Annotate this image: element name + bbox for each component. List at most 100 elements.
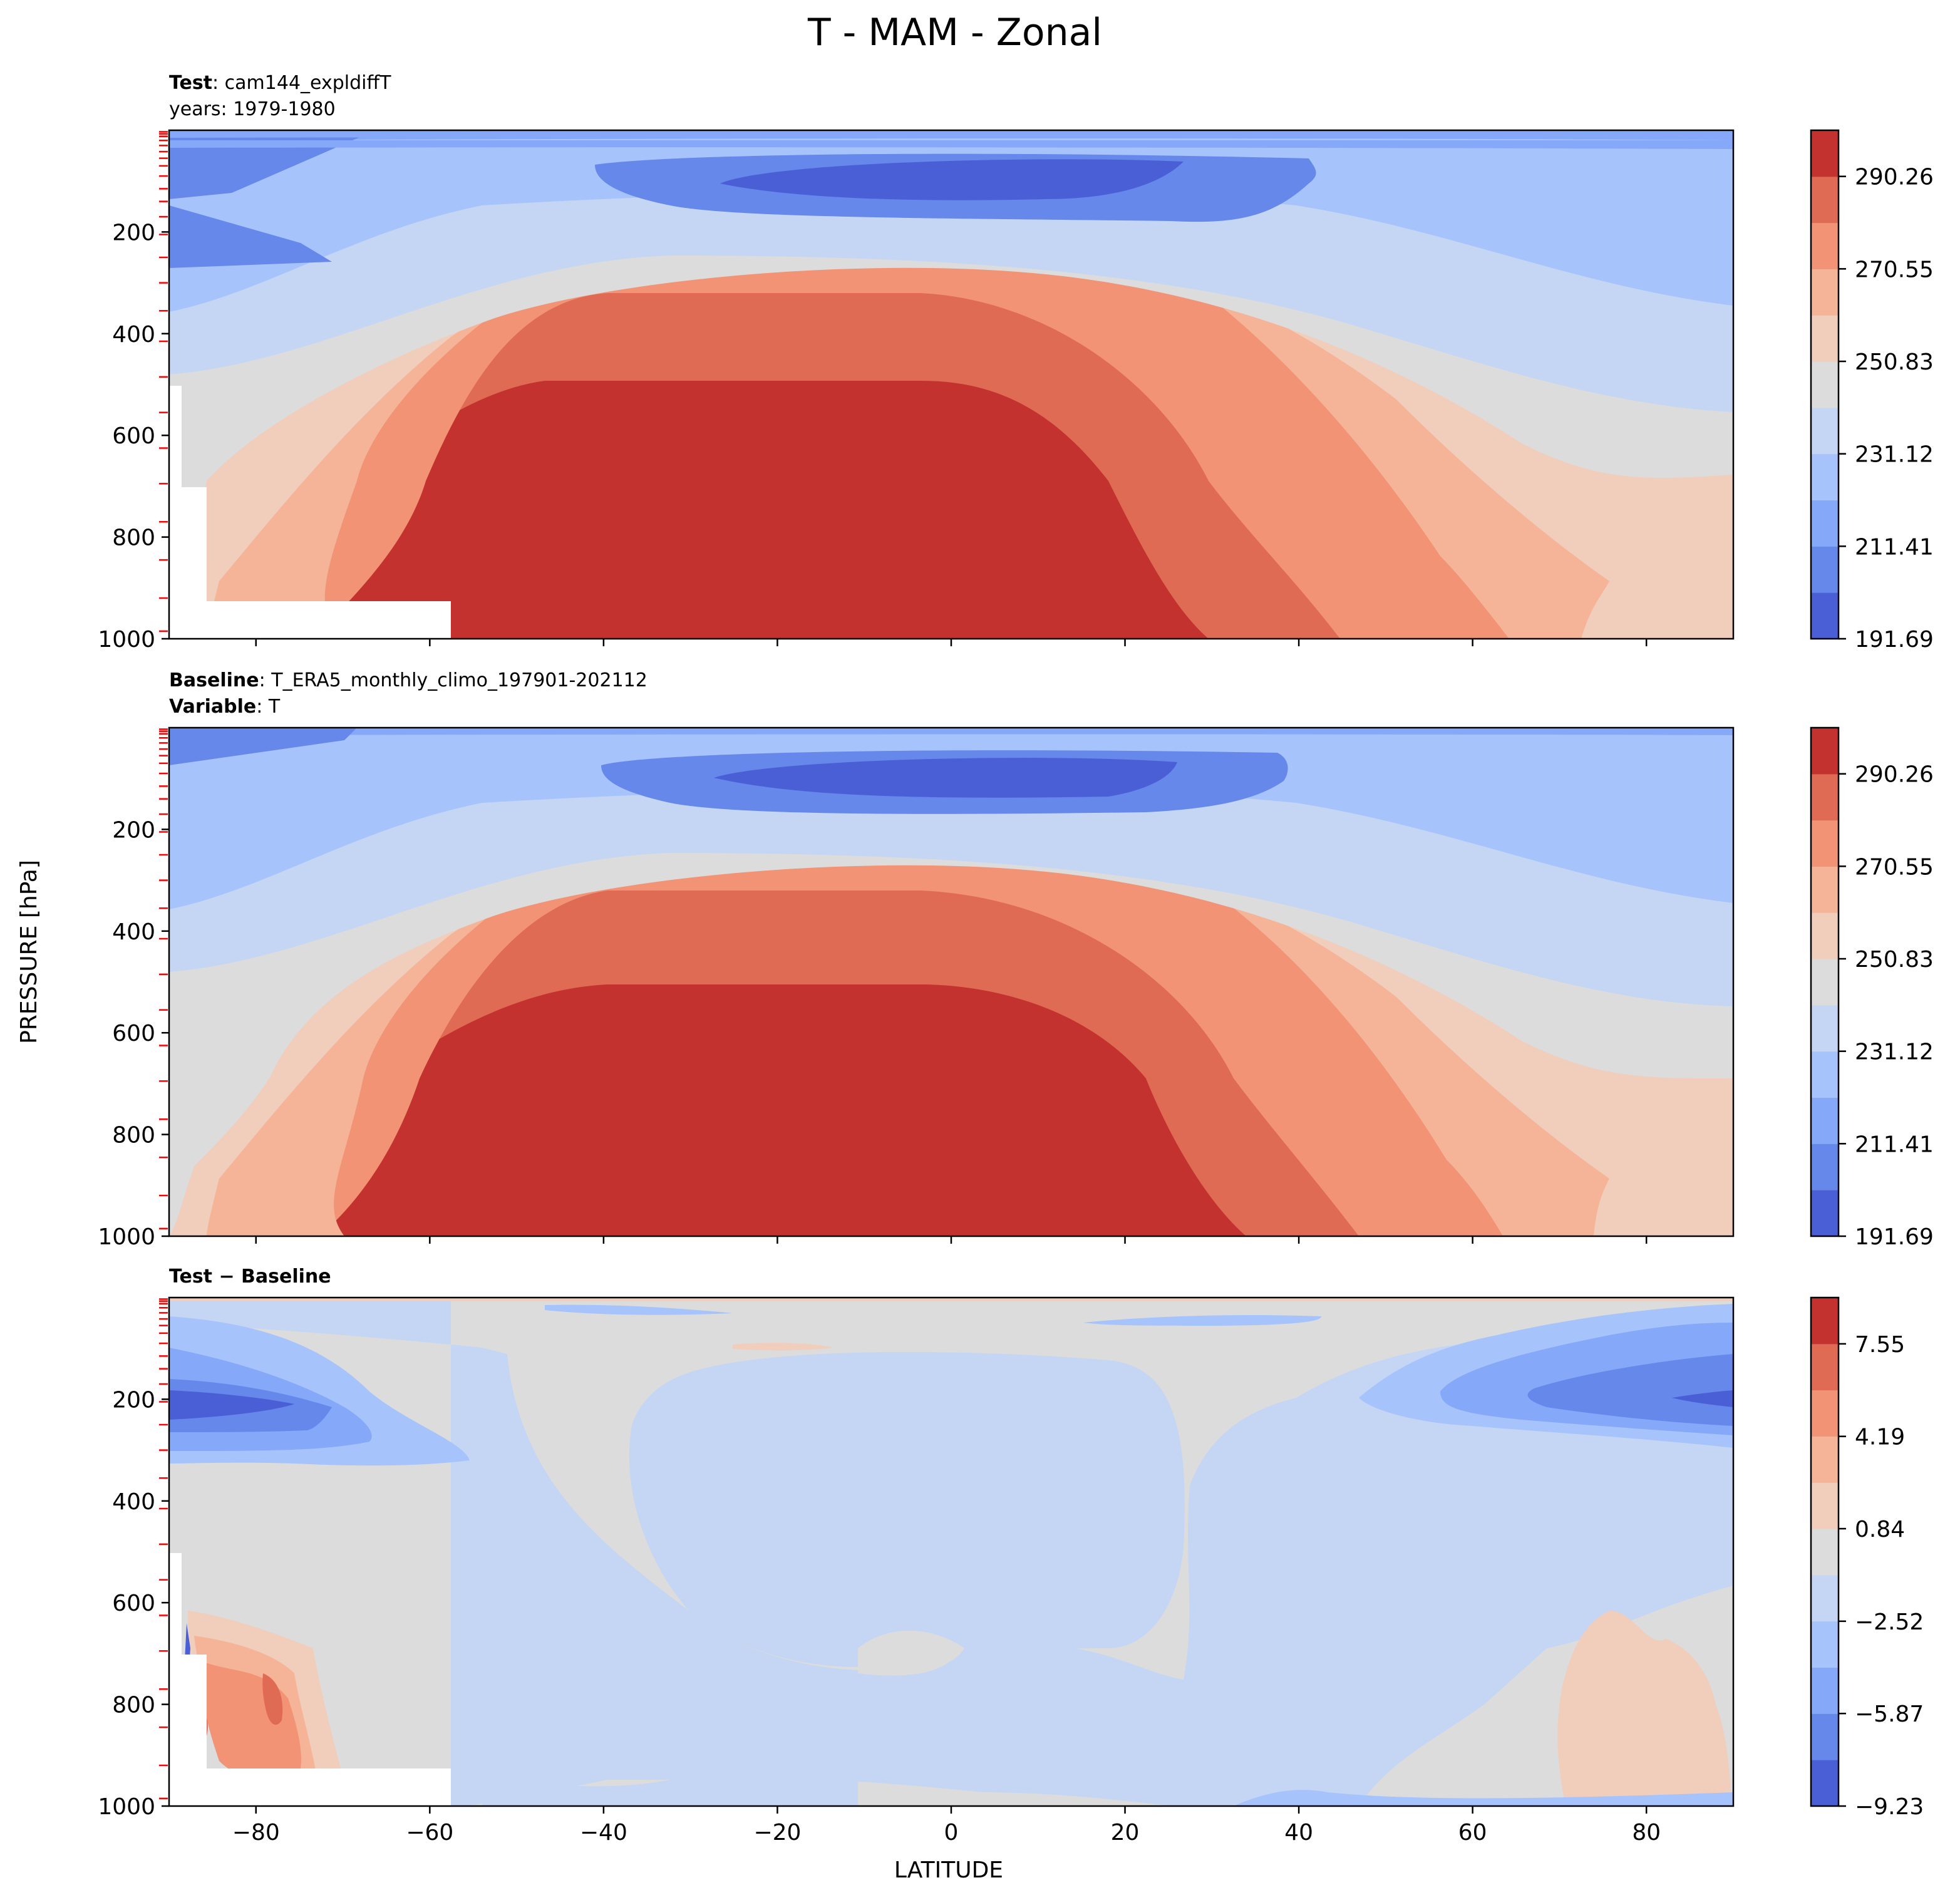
colorbar-test-level-10 — [1811, 130, 1839, 177]
band-11 — [169, 140, 1733, 149]
colorbar-diff-tick-label-0: −9.23 — [1855, 1794, 1924, 1820]
xticks-baseline — [255, 1236, 1648, 1244]
panel-baseline-title-bold: Baseline — [169, 669, 259, 691]
band-neg-stronger-right — [1527, 1354, 1733, 1426]
band-8 — [169, 130, 1733, 312]
colorbar-diff-level-10 — [1811, 1298, 1839, 1345]
panel-diff-title: Test − Baseline — [169, 1266, 331, 1288]
colorbar-baseline-level-5 — [1811, 959, 1839, 1006]
colorbar-test-level-0 — [1811, 592, 1839, 639]
colorbar-baseline-level-3 — [1811, 1051, 1839, 1098]
colorbar-test-tick-label-3: 250.83 — [1855, 349, 1934, 375]
colorbar-test-level-3 — [1811, 453, 1839, 501]
xtick-label-5: 20 — [1111, 1820, 1140, 1846]
xticklabels-diff: −80 −60 −40 −20 0 20 40 60 80 — [232, 1820, 1661, 1846]
panel-test-title: Test: cam144_expldiffT — [169, 72, 391, 94]
plot-area-baseline — [169, 728, 1733, 1236]
colorbar-diff-level-1 — [1811, 1713, 1839, 1760]
redticks-test — [159, 131, 168, 632]
yticks-diff: 200 400 600 800 1000 — [98, 1387, 169, 1820]
colorbar-baseline-level-1 — [1811, 1144, 1839, 1190]
colorbar-baseline-level-4 — [1811, 1004, 1839, 1052]
colorbar-test-level-8 — [1811, 222, 1839, 269]
colorbar-test-level-5 — [1811, 361, 1839, 408]
colorbar-diff-level-5 — [1811, 1529, 1839, 1576]
figure-title: T - MAM - Zonal — [807, 11, 1102, 54]
panel-baseline-title: Baseline: T_ERA5_monthly_climo_197901-20… — [169, 669, 647, 691]
band-13 — [720, 159, 1184, 200]
xtick-label-7: 60 — [1458, 1820, 1487, 1846]
yticks-test: 200 400 600 800 1000 — [98, 220, 169, 653]
colorbar-diff-level-3 — [1811, 1621, 1839, 1668]
panel-test-title-rest: : cam144_expldiffT — [212, 72, 391, 94]
colorbar-test-frame — [1810, 129, 1840, 640]
colorbar-test — [1811, 130, 1839, 639]
colorbar-test-level-4 — [1811, 407, 1839, 455]
ytick-label-test-4: 1000 — [98, 627, 155, 653]
ytick-label-diff-0: 200 — [112, 1387, 155, 1413]
colorbar-test-tick-label-5: 290.26 — [1855, 165, 1934, 190]
panel-test: Test: cam144_expldiffT years: 1979-1980 … — [98, 72, 1934, 653]
shared-xlabel: LATITUDE — [894, 1857, 1003, 1883]
xticks-diff — [255, 1806, 1648, 1814]
masked-terrain — [169, 386, 451, 639]
colorbar-baseline-level-2 — [1811, 1097, 1839, 1144]
ytick-label-test-2: 600 — [112, 423, 155, 449]
colorbar-diff-level-2 — [1811, 1667, 1839, 1714]
redticks-diff — [159, 1298, 168, 1800]
colorbar-baseline-frame — [1810, 726, 1840, 1237]
xtick-label-1: −60 — [406, 1820, 453, 1846]
band-neg-light-2 — [629, 1351, 1185, 1667]
panel-baseline-variable-bold: Variable — [169, 696, 256, 718]
colorbar-diff-tick-label-3: 0.84 — [1855, 1517, 1905, 1542]
xtick-label-8: 80 — [1632, 1820, 1661, 1846]
colorbar-baseline-level-6 — [1811, 912, 1839, 959]
ytick-label-test-1: 400 — [112, 322, 155, 348]
panel-test-years: years: 1979-1980 — [169, 98, 336, 120]
colorbar-diff-level-9 — [1811, 1343, 1839, 1391]
masked-terrain — [169, 1553, 451, 1806]
band-13 — [1465, 778, 1733, 859]
colorbar-baseline-level-10 — [1811, 728, 1839, 775]
band-9 — [169, 728, 1733, 735]
colorbar-test-level-6 — [1811, 315, 1839, 362]
colorbar-diff-frame — [1810, 1296, 1840, 1807]
colorbar-diff-tick-label-5: 7.55 — [1855, 1332, 1905, 1358]
shared-ylabel: PRESSURE [hPa] — [16, 860, 42, 1044]
band-neg-top-strip — [545, 1304, 1321, 1326]
colorbar-baseline-tick-label-3: 250.83 — [1855, 947, 1934, 973]
colorbar-baseline-tick-label-1: 211.41 — [1855, 1132, 1934, 1157]
ytick-label-diff-2: 600 — [112, 1591, 155, 1616]
colorbar-baseline-level-0 — [1811, 1190, 1839, 1236]
colorbar-test-ticks: 191.69 211.41 231.12 250.83 270.55 290.26 — [1839, 165, 1934, 653]
xticks-test — [255, 639, 1648, 646]
band-10 — [169, 130, 376, 268]
colorbar-baseline-ticks: 191.69 211.41 231.12 250.83 270.55 290.26 — [1839, 762, 1934, 1250]
ytick-label-baseline-4: 1000 — [98, 1224, 155, 1250]
band-14 — [169, 130, 1733, 138]
panel-test-title-bold: Test — [169, 72, 212, 94]
colorbar-diff-tick-label-1: −5.87 — [1855, 1701, 1924, 1727]
yticks-baseline: 200 400 600 800 1000 — [98, 817, 169, 1250]
xtick-label-2: −40 — [580, 1820, 627, 1846]
xtick-label-4: 0 — [944, 1820, 959, 1846]
band-pos-right — [1557, 1611, 1733, 1806]
ytick-label-baseline-1: 400 — [112, 919, 155, 945]
ytick-label-baseline-0: 200 — [112, 817, 155, 843]
xtick-label-3: −20 — [753, 1820, 801, 1846]
colorbar-baseline-tick-label-2: 231.12 — [1855, 1040, 1934, 1065]
ytick-label-diff-4: 1000 — [98, 1794, 155, 1820]
band-8 — [169, 728, 1733, 909]
band-neg-bottom — [1234, 1790, 1733, 1806]
ytick-label-test-0: 200 — [112, 220, 155, 245]
band-neutral-center — [858, 1630, 964, 1674]
band-pos-stronger-left — [200, 1673, 283, 1736]
colorbar-diff-level-4 — [1811, 1574, 1839, 1622]
ytick-label-baseline-3: 800 — [112, 1123, 155, 1149]
ytick-label-diff-1: 400 — [112, 1489, 155, 1515]
colorbar-diff-level-0 — [1811, 1760, 1839, 1806]
colorbar-baseline-tick-label-4: 270.55 — [1855, 854, 1934, 880]
xtick-label-0: −80 — [232, 1820, 280, 1846]
band-neg-light — [169, 1298, 1733, 1806]
colorbar-baseline-level-7 — [1811, 866, 1839, 913]
